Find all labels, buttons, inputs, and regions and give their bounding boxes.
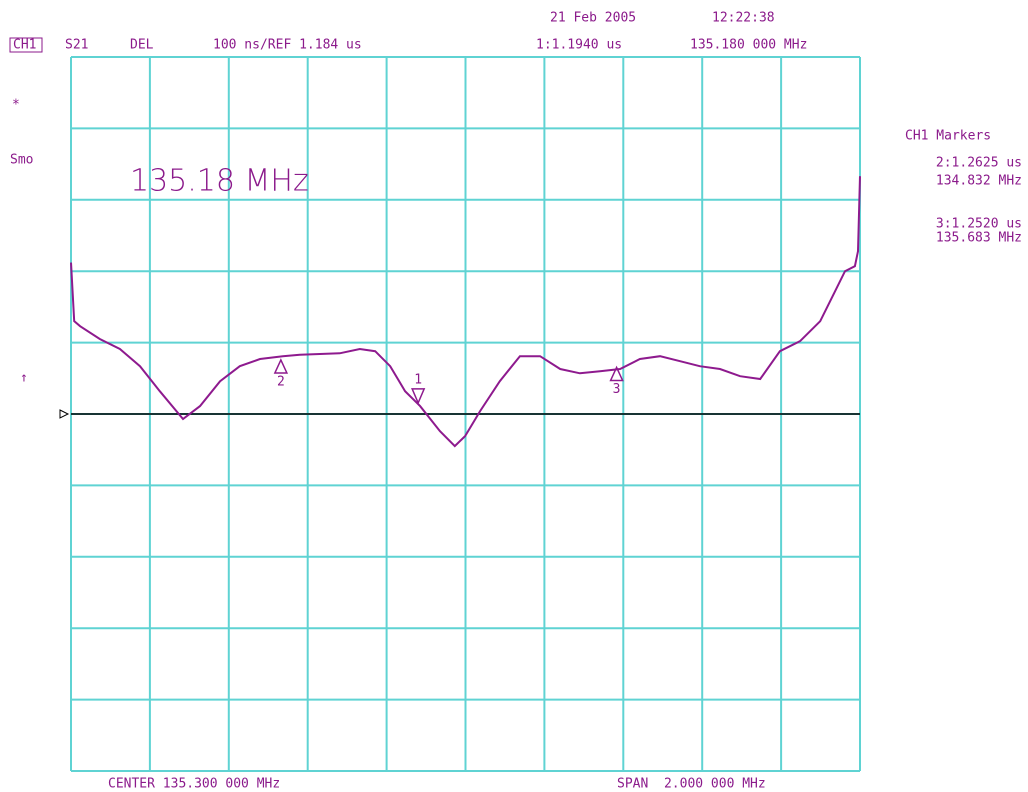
marker-label: 1 [414, 372, 422, 387]
marker: 3 [609, 365, 624, 397]
marker-label: 2 [277, 374, 285, 389]
time: 12:22:38 [712, 11, 775, 26]
marker-triangle [273, 358, 289, 374]
marker: 1 [411, 372, 426, 405]
smoothing: Smo [10, 153, 33, 168]
marker: 2 [273, 358, 289, 389]
star: * [12, 98, 20, 113]
reference-pointer [59, 409, 70, 419]
marker-triangle [609, 365, 624, 382]
marker-entry: 3:1.2520 us [936, 217, 1022, 232]
marker-label: 3 [613, 382, 621, 397]
marker-frequency: 135.180 000 MHz [690, 38, 807, 53]
channel-box [9, 37, 43, 53]
channel: CH1 [13, 38, 36, 53]
marker-entry: 135.683 MHz [936, 231, 1022, 246]
marker-entry: 134.832 MHz [936, 174, 1022, 189]
plot: 1 2 3 [59, 56, 861, 772]
trace [70, 176, 861, 448]
marker-readout: 1:1.1940 us [536, 38, 622, 53]
ref-arrow: ↑ [20, 371, 28, 386]
annotation: 135.18 MHz [130, 164, 309, 199]
marker-entry: 2:1.2625 us [936, 156, 1022, 171]
scale: 100 ns/REF 1.184 us [213, 38, 362, 53]
marker-panel-title: CH1 Markers [905, 129, 991, 144]
date: 21 Feb 2005 [550, 11, 636, 26]
center: CENTER 135.300 000 MHz [108, 777, 280, 792]
span: SPAN 2.000 000 MHz [617, 777, 766, 792]
parameter: S21 [65, 38, 88, 53]
marker-triangle [411, 388, 426, 405]
format: DEL [130, 38, 154, 53]
